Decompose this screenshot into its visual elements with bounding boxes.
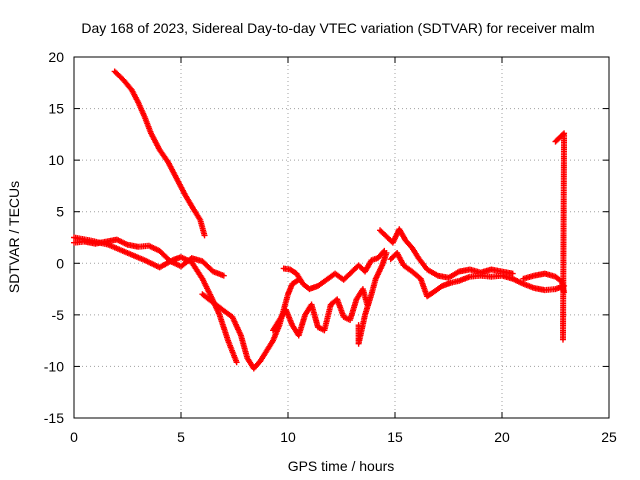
data-point	[233, 359, 240, 366]
data-point	[559, 336, 566, 343]
x-axis-label: GPS time / hours	[288, 458, 395, 474]
data-point	[220, 272, 227, 279]
y-tick-label: 20	[48, 49, 64, 65]
series-sat-afternoon-a	[377, 226, 516, 281]
series-sat-low-scatter	[355, 249, 390, 347]
y-tick-label: 15	[48, 101, 64, 117]
ticks-layer: 0 5 10 15 20 25 -15 -10 -5 0 5 10 15 20	[44, 49, 617, 445]
y-tick-label: -10	[44, 358, 64, 374]
x-tick-label: 20	[494, 429, 510, 445]
series-sat-dip-a	[71, 234, 240, 366]
series-sat-recovery-a	[280, 247, 388, 293]
grid-layer	[74, 57, 609, 418]
y-tick-label: 5	[56, 204, 64, 220]
points-layer	[71, 68, 568, 372]
y-tick-label: -5	[52, 307, 65, 323]
x-tick-label: 10	[280, 429, 296, 445]
data-point	[509, 270, 516, 277]
x-tick-label: 0	[70, 429, 78, 445]
y-axis-label: SDTVAR / TECUs	[6, 181, 22, 293]
series-sat-high-decline	[111, 68, 208, 239]
chart-title: Day 168 of 2023, Sidereal Day-to-day VTE…	[81, 20, 594, 36]
y-tick-label: 0	[56, 255, 64, 271]
y-tick-label: -15	[44, 410, 64, 426]
data-point	[383, 249, 390, 256]
y-tick-label: 10	[48, 152, 64, 168]
data-point	[201, 232, 208, 239]
x-tick-label: 25	[601, 429, 617, 445]
x-tick-label: 5	[177, 429, 185, 445]
series-sat-afternoon-b	[387, 249, 568, 300]
series-sat-dip-b	[199, 276, 302, 372]
x-tick-label: 15	[387, 429, 403, 445]
plot-frame	[73, 56, 610, 419]
series-sat-late-isolated	[552, 130, 568, 343]
